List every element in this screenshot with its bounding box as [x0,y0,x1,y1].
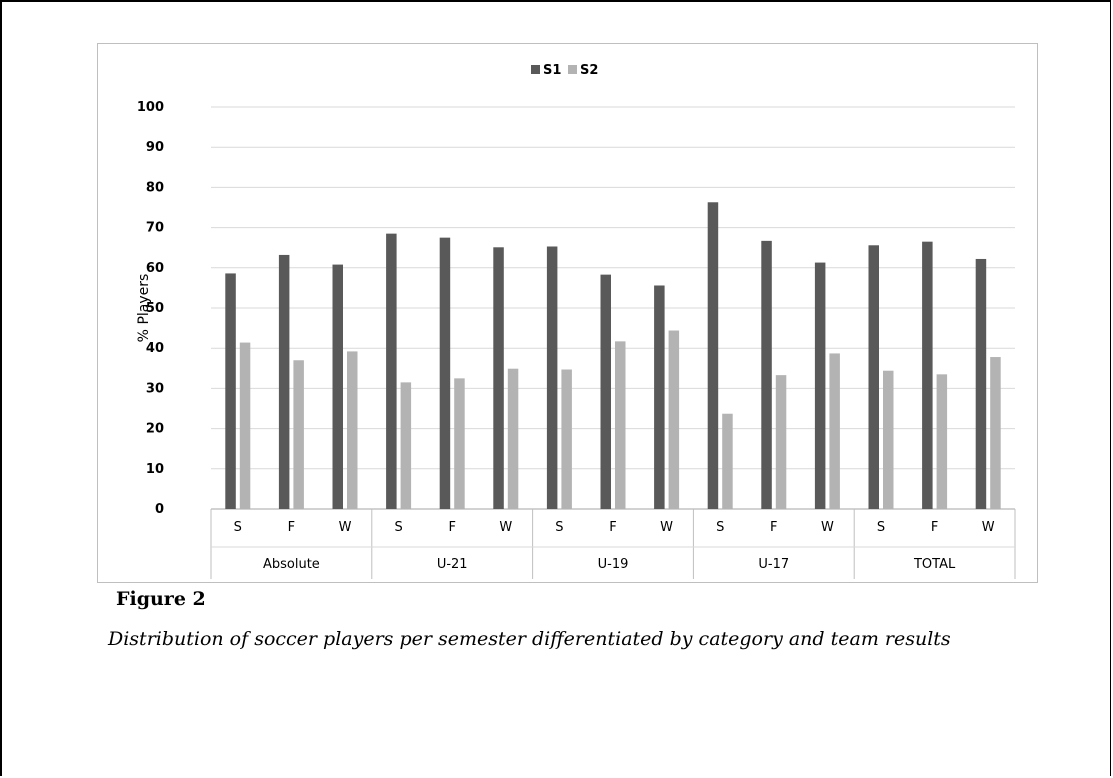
legend-label-s2: S2 [580,63,598,78]
x-tick-label: F [448,520,455,535]
bar-s1-total-f [922,241,933,510]
bar-s2-u-21-w [507,368,519,509]
x-tick-label: W [339,520,352,535]
legend-swatch-s1 [531,65,540,74]
bar-s2-absolute-w [347,351,358,509]
bar-s2-u-17-w [829,353,840,509]
bar-s2-u-17-f [775,375,787,509]
bar-s2-u-19-s [561,369,572,509]
bar-s1-u-19-s [546,246,558,509]
group-label: TOTAL [913,557,956,572]
x-tick-label: W [499,520,512,535]
x-tick-label: F [609,520,616,535]
y-tick-label: 0 [155,502,164,517]
figure-label: Figure 2 [116,588,206,610]
bar-s1-total-w [975,258,987,509]
y-tick-label: 40 [146,341,164,356]
figure-caption: Distribution of soccer players per semes… [108,628,951,650]
bar-s2-u-19-w [668,330,680,509]
bar-s1-absolute-s [225,273,236,509]
y-tick-label: 70 [146,221,164,236]
bar-s1-absolute-f [278,254,290,509]
bar-chart: 0 10 20 30 40 50 60 70 80 90 100 % Players S F W S F W S F W… [136,63,1016,579]
bar-s1-u-17-f [761,240,772,509]
bar-s2-u-19-f [615,341,626,509]
bar-s2-u-21-s [400,382,412,509]
group-label: U-17 [758,557,789,572]
y-tick-label: 60 [146,261,164,276]
bar-s2-total-s [883,370,894,509]
bar-s2-u-21-f [454,378,465,509]
bar-s1-u-19-w [654,285,665,509]
legend-swatch-s2 [568,65,577,74]
x-tick-label: F [770,520,777,535]
bar-s1-u-17-w [814,262,826,509]
bar-s1-u-19-f [600,274,611,509]
bar-s1-u-17-s [707,202,719,510]
y-tick-label: 10 [146,462,164,477]
bar-s1-u-21-f [439,237,451,509]
y-tick-label: 20 [146,422,164,437]
x-tick-label: W [982,520,995,535]
x-tick-label: S [394,520,402,535]
y-tick-label: 30 [146,381,164,396]
bar-s2-absolute-s [239,342,251,509]
bar-s1-absolute-w [332,264,343,509]
group-label: U-19 [598,557,629,572]
bar-s2-total-f [936,374,948,509]
x-tick-label: S [555,520,563,535]
x-tick-label: W [660,520,673,535]
chart-area: 0 10 20 30 40 50 60 70 80 90 100 % Players S F W S F W S F W… [97,43,1038,583]
y-axis-label: % Players [136,274,152,343]
bar-s2-total-w [990,357,1001,509]
bar-s1-u-21-s [386,233,397,509]
legend-label-s1: S1 [543,63,561,78]
group-label: U-21 [437,557,468,572]
y-tick-label: 100 [137,100,164,115]
y-tick-label: 80 [146,180,164,195]
group-label: Absolute [263,557,320,572]
bar-s2-u-17-s [722,413,733,509]
x-tick-label: S [877,520,885,535]
x-tick-label: S [234,520,242,535]
x-tick-label: S [716,520,724,535]
bar-s2-absolute-f [293,360,304,509]
x-tick-label: F [931,520,938,535]
bar-s1-u-21-w [493,247,504,509]
x-tick-label: W [821,520,834,535]
y-tick-label: 90 [146,140,164,155]
y-tick-label: 50 [146,301,164,316]
bar-s1-total-s [868,245,879,509]
x-tick-label: F [288,520,295,535]
